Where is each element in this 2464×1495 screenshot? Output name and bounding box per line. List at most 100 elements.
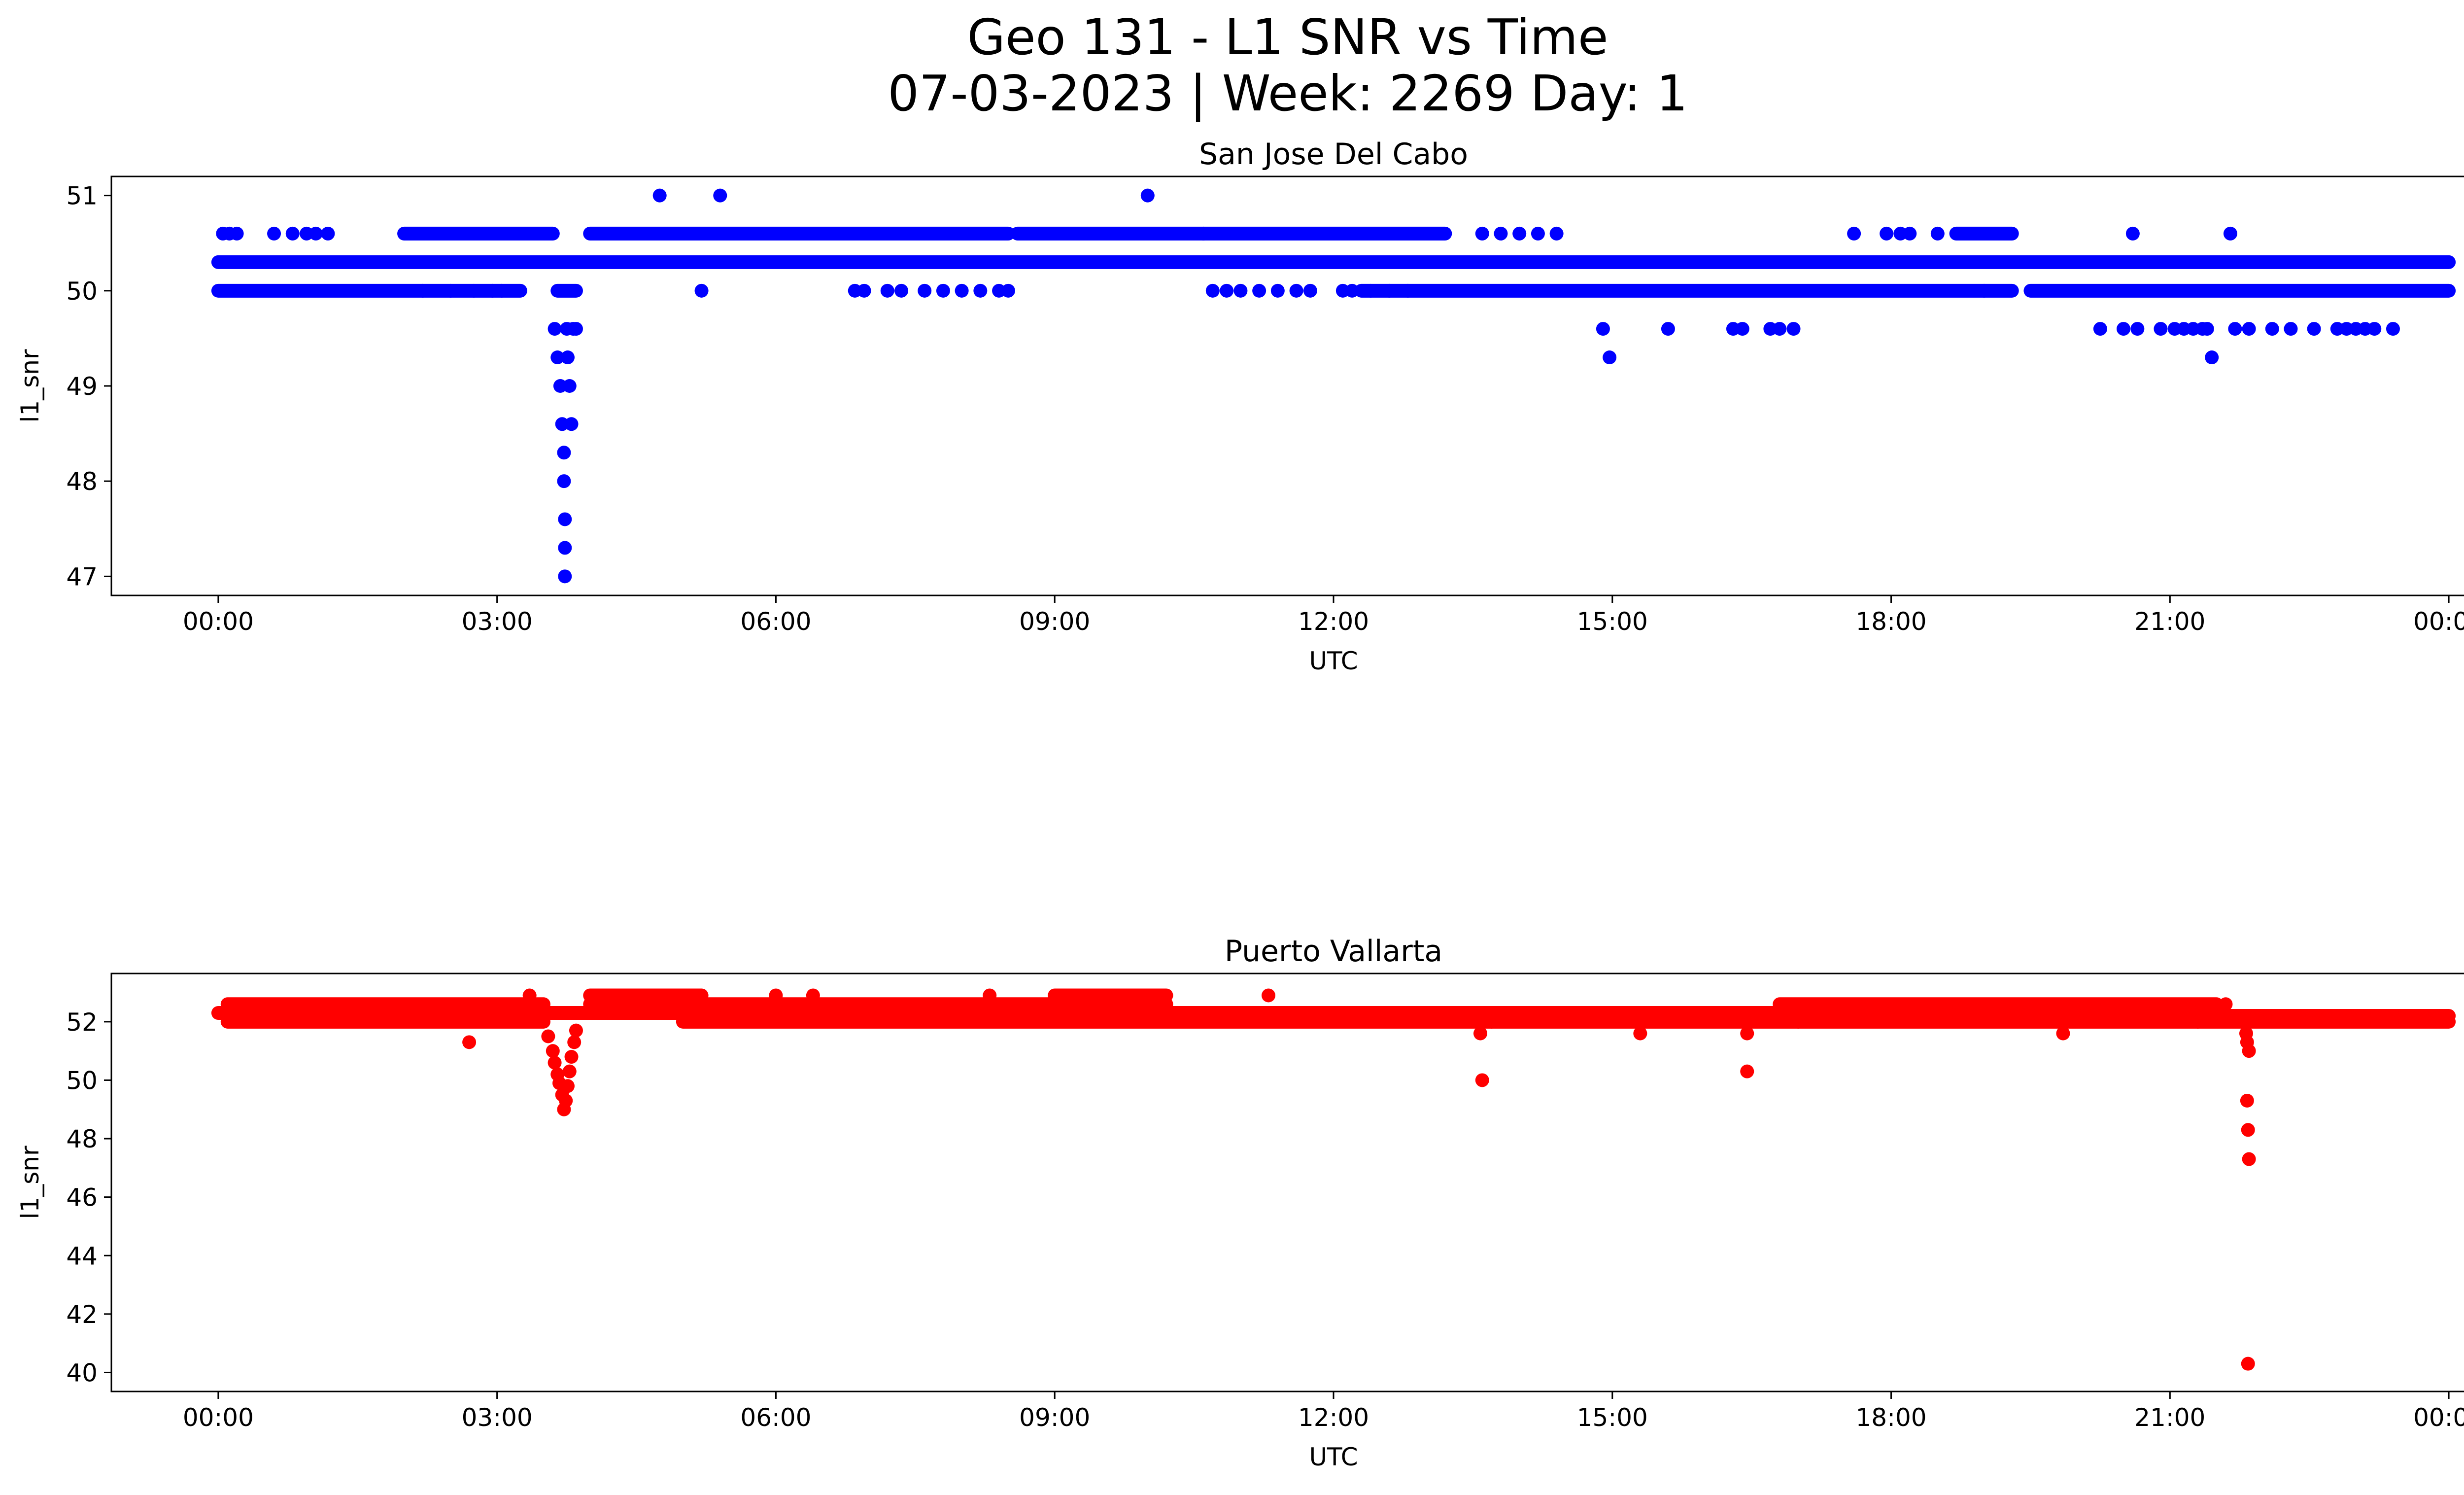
chart-pv-point (2241, 1123, 2255, 1137)
chart-pv-xtick-label: 15:00 (1577, 1403, 1648, 1432)
chart-pv-point (2240, 1093, 2254, 1108)
chart-sjdc-point (1401, 283, 1415, 298)
chart-sjdc-point (2265, 322, 2279, 336)
chart-sjdc-xtick-label: 00:00 (183, 607, 254, 636)
chart-sjdc-point (652, 188, 667, 203)
chart-pv: 00:00 03:00 06:00 09:00 12:00 15:00 18:00 21:00… (16, 934, 2464, 1471)
chart-pv-ytick-label: 52 (66, 1008, 98, 1037)
chart-sjdc-point-band (1196, 226, 1452, 241)
chart-pv-point-band (1048, 988, 1173, 1003)
chart-pv-point (2242, 1152, 2256, 1166)
chart-pv-point (2219, 997, 2233, 1011)
chart-sjdc-point (558, 512, 572, 526)
chart-pv-point (2190, 1014, 2205, 1029)
chart-sjdc-point (1475, 226, 1489, 241)
chart-sjdc-xtick-label: 06:00 (740, 607, 811, 636)
figure-title-line-2: 07-03-2023 | Week: 2269 Day: 1 (888, 65, 1688, 122)
chart-sjdc-point (1549, 226, 1564, 241)
chart-pv-point (806, 988, 820, 1003)
chart-pv-point (1633, 1026, 1647, 1041)
chart-sjdc-point (2386, 322, 2400, 336)
chart-sjdc-point (2125, 226, 2140, 241)
chart-sjdc-point (1345, 283, 1359, 298)
chart-pv-point (548, 1055, 562, 1070)
chart-sjdc-point (562, 379, 577, 393)
chart-sjdc-title: San Jose Del Cabo (1199, 137, 1468, 172)
chart-sjdc-point-band (2023, 283, 2456, 298)
chart-sjdc-point (1735, 322, 1749, 336)
chart-pv-xtick-label: 09:00 (1019, 1403, 1090, 1432)
chart-sjdc-ytick-label: 51 (66, 182, 98, 210)
chart-sjdc-ytick-label: 49 (66, 372, 98, 401)
chart-pv-xtick-label: 00:00 (2413, 1403, 2464, 1432)
chart-pv-ytick-label: 40 (66, 1358, 98, 1387)
chart-pv-point-band (220, 997, 550, 1011)
chart-sjdc-point (1596, 322, 1610, 336)
chart-pv-point (559, 1093, 573, 1108)
chart-sjdc-point (713, 188, 727, 203)
chart-sjdc-points (211, 188, 2456, 584)
chart-sjdc-point (1847, 226, 1861, 241)
chart-sjdc-point (558, 541, 572, 555)
chart-sjdc-point (1303, 283, 1317, 298)
chart-sjdc-point (1661, 322, 1675, 336)
chart-pv-point (562, 1064, 577, 1078)
chart-pv-point-band (1791, 1008, 2456, 1023)
chart-sjdc-point (1786, 322, 1801, 336)
chart-pv-point-band (676, 1014, 1805, 1029)
chart-sjdc-point (1289, 283, 1303, 298)
chart-pv-xtick-label: 18:00 (1856, 1403, 1927, 1432)
chart-sjdc-point (1364, 283, 1378, 298)
chart-sjdc-point (880, 283, 894, 298)
chart-sjdc-xtick-label: 18:00 (1856, 607, 1927, 636)
chart-sjdc-point-band (1010, 226, 1210, 241)
chart-sjdc-point (415, 283, 430, 298)
chart-sjdc-point (894, 283, 909, 298)
chart-pv-point (983, 988, 997, 1003)
chart-sjdc-point (557, 446, 571, 460)
chart-pv-ytick-label: 48 (66, 1125, 98, 1153)
chart-sjdc-point (955, 283, 969, 298)
chart-sjdc-point-band (397, 226, 560, 241)
chart-pv-points (211, 988, 2456, 1371)
chart-sjdc-point (2093, 322, 2107, 336)
chart-sjdc-point (308, 226, 323, 241)
chart-sjdc-point (2367, 322, 2382, 336)
chart-sjdc-xtick-label: 15:00 (1577, 607, 1648, 636)
chart-sjdc-point (557, 474, 571, 488)
chart-pv-point (567, 1035, 582, 1049)
chart-pv-xtick-label: 06:00 (740, 1403, 811, 1432)
chart-sjdc-point (1252, 283, 1266, 298)
chart-sjdc-point (1880, 226, 1894, 241)
chart-sjdc-point (560, 350, 575, 365)
chart-pv-ytick-label: 50 (66, 1066, 98, 1095)
chart-sjdc-point (321, 226, 335, 241)
chart-pv-xtick-label: 03:00 (462, 1403, 533, 1432)
chart-pv-point (560, 1079, 575, 1093)
chart-pv-point-band (220, 1014, 550, 1029)
chart-sjdc-xtick-label: 00:00 (2413, 607, 2464, 636)
chart-pv-point (1475, 1073, 1489, 1087)
chart-pv-point (569, 1023, 583, 1038)
chart-sjdc-point (694, 283, 709, 298)
chart-sjdc-point (1140, 188, 1155, 203)
chart-pv-point (769, 988, 783, 1003)
chart-pv-ytick-label: 44 (66, 1242, 98, 1270)
chart-sjdc-point (918, 283, 932, 298)
chart-pv-point (462, 1035, 477, 1049)
chart-pv-ylabel: l1_snr (16, 1146, 44, 1219)
chart-sjdc-point (1233, 283, 1248, 298)
chart-sjdc-point-band (1354, 283, 2019, 298)
chart-pv-point (1261, 988, 1275, 1003)
chart-sjdc-point-band (550, 283, 583, 298)
chart-sjdc-point (564, 417, 579, 431)
chart-sjdc-point (1205, 283, 1220, 298)
chart-sjdc-point (1977, 283, 1991, 298)
chart-sjdc-point (467, 283, 481, 298)
chart-pv-point (541, 1029, 555, 1043)
chart-pv-point (2242, 1044, 2256, 1058)
chart-sjdc-point-band (583, 226, 1015, 241)
chart-sjdc-point (2284, 322, 2298, 336)
chart-sjdc-point (230, 226, 244, 241)
